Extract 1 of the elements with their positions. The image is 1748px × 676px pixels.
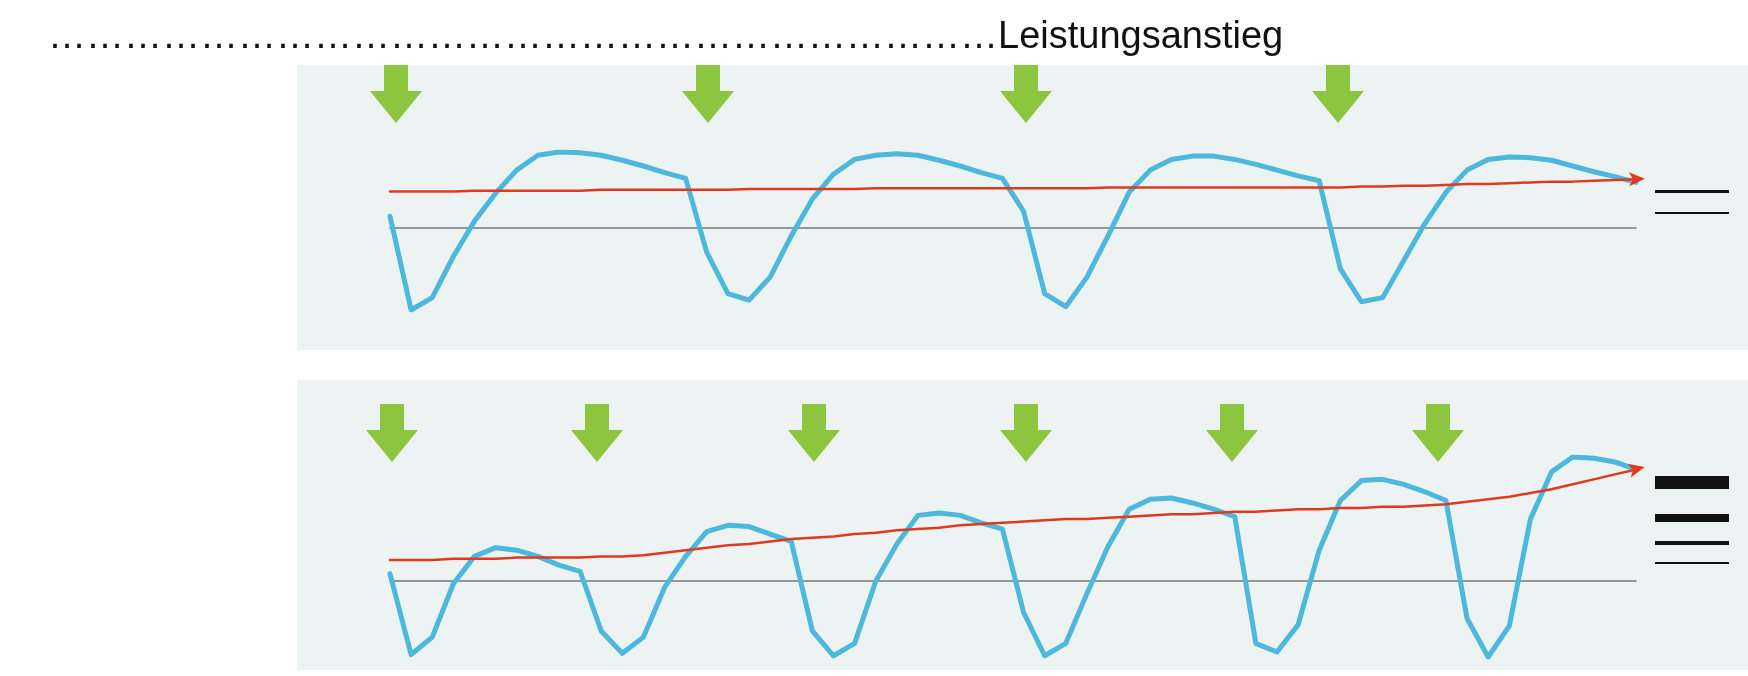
chart-title: …………………………………………………………………Leistungsanstieg: [48, 14, 1284, 57]
